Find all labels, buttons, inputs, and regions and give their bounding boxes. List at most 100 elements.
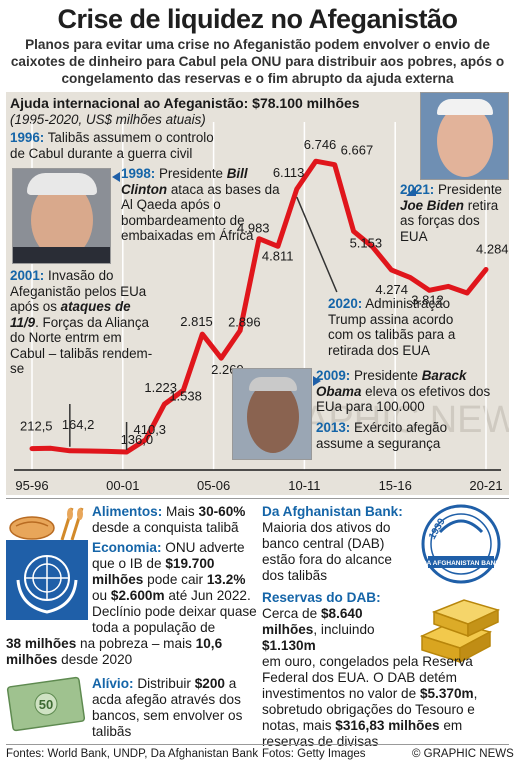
bread-wheat-icon — [6, 504, 88, 542]
footer-sources: Fontes: World Bank, UNDP, Da Afghanistan… — [6, 748, 259, 760]
x-tick-label: 00-01 — [106, 478, 139, 493]
annotation-2001-post: . Forças da Aliança do Norte entrm em Ca… — [10, 314, 153, 377]
point-label: 4.284 — [476, 242, 509, 257]
point-label: 6.746 — [304, 137, 337, 152]
x-tick-label: 15-16 — [379, 478, 412, 493]
panel-alimentos: Alimentos: Mais 30-60% desde a conquista… — [92, 504, 258, 536]
point-label: 212,5 — [20, 419, 53, 434]
point-label: 164,2 — [62, 417, 95, 432]
alivio-text-2: a acda afegão através dos bancos, sem en… — [92, 676, 243, 739]
economia-text-1: ONU adverte que o IB de — [92, 540, 245, 571]
point-label: 136,0 — [121, 432, 154, 447]
annotation-2013: 2013: Exército afegão assume a segurança — [316, 420, 496, 451]
gold-bars-icon — [412, 592, 509, 676]
economia-text-6: desde 2020 — [61, 652, 133, 667]
annotation-1998: 1998: Presidente Bill Clinton ataca as b… — [121, 166, 291, 244]
chart-subtitle: (1995-2020, US$ milhões atuais) — [10, 112, 206, 127]
x-tick-label: 95-96 — [15, 478, 48, 493]
annotation-1996: 1996: Talibãs assumem o controlo de Cabu… — [10, 130, 230, 161]
annotation-2013-year: 2013: — [316, 420, 351, 435]
economia-bold-1: $19.700 milhões — [92, 556, 215, 587]
annotation-1998-name: Bill Clinton — [121, 166, 248, 197]
reservas-text-2: , incluindo — [313, 622, 375, 637]
economia-text-2: pode cair — [147, 572, 204, 587]
economia-heading: Economia: — [92, 540, 162, 555]
point-label: 6.667 — [341, 143, 374, 158]
annotation-2009-year: 2009: — [316, 368, 351, 383]
point-label: 1.538 — [169, 388, 202, 403]
alivio-heading: Alívio: — [92, 676, 134, 691]
x-ticks: 95-96 00-01 05-06 10-11 15-16 20-21 — [15, 478, 502, 493]
x-tick-label: 10-11 — [288, 478, 320, 493]
seal-text: DA AFGHANISTAN BANK — [422, 560, 500, 567]
reservas-text-3: em ouro, congelados pela Reserva Federal… — [262, 654, 473, 701]
annotation-2009-pre: Presidente — [353, 368, 419, 383]
series-line — [29, 158, 489, 455]
chart-panel: Ajuda internacional ao Afeganistão: $78.… — [6, 92, 509, 495]
economia-bold-2: 13.2% — [206, 572, 246, 587]
economia-text-3: ou — [92, 588, 108, 603]
economia-bold-3: $2.600m — [110, 588, 165, 603]
annotation-2001-italic: ataques de 11/9 — [10, 299, 131, 330]
point-label: 6.113 — [273, 165, 305, 180]
x-tick-label: 05-06 — [197, 478, 230, 493]
annotation-leaders — [69, 196, 338, 451]
annotation-2009: 2009: Presidente Barack Obama eleva os e… — [316, 368, 496, 415]
point-labels: 212,5 164,2136,0410,31.2231.5382.8152.269… — [20, 137, 509, 447]
annotation-2001-pre: Invasão do Afeganistão pelos EUa após os — [10, 268, 147, 314]
economia-bold-5: 10,6 milhões — [6, 636, 223, 667]
reservas-bold-2: $1.130m — [262, 638, 316, 653]
panel-economia-cont: 38 milhões na pobreza – mais 10,6 milhõe… — [6, 636, 260, 668]
point-label: 4.983 — [237, 221, 270, 236]
annotation-2001-year: 2001: — [10, 268, 45, 283]
panel-dab: Da Afghanistan Bank: Maioria dos ativos … — [262, 504, 412, 584]
annotation-1996-text: Talibãs assumem o controlo de Cabul dura… — [10, 130, 214, 161]
annotation-2021-year: 2021: — [400, 182, 435, 197]
annotation-2020: 2020: Administração Trump assina acordo … — [328, 296, 478, 358]
reservas-bold-3: $5.370m — [419, 686, 474, 701]
footer-credit: © GRAPHIC NEWS — [412, 748, 514, 760]
alivio-bold: $200 — [194, 676, 225, 691]
annotation-2020-year: 2020: — [328, 296, 363, 311]
point-label: 2.896 — [228, 315, 261, 330]
panel-reservas-cont: em ouro, congelados pela Reserva Federal… — [262, 654, 510, 750]
alimentos-text-2: desde a conquista talibã — [92, 520, 239, 535]
annotation-2021-name: Joe Biden — [400, 197, 464, 213]
obama-pointer — [313, 374, 321, 390]
dab-heading: Da Afghanistan Bank: — [262, 504, 403, 519]
panel-alivio: Alívio: Distribuir $200 a acda afegão at… — [92, 676, 260, 740]
economia-text-5: na pobreza – mais — [80, 636, 192, 651]
alimentos-bold: 30-60% — [198, 504, 246, 519]
alimentos-text-1: Mais — [166, 504, 195, 519]
barack-obama-photo — [232, 368, 312, 460]
annotation-1998-pre: Presidente — [158, 166, 224, 181]
biden-pointer — [406, 184, 416, 200]
reservas-text-1: Cerca de — [262, 606, 318, 621]
chart-title: Ajuda internacional ao Afeganistão: $78.… — [10, 95, 360, 111]
economia-text-4: até Jun 2022. Declínio pode deixar quase… — [92, 588, 257, 635]
annotation-1998-text: ataca as bases da Al Qaeda após o bombar… — [121, 181, 280, 244]
banknote-value: 50 — [39, 697, 53, 712]
annotation-2001: 2001: Invasão do Afeganistão pelos EUa a… — [10, 268, 155, 377]
point-label: 1.223 — [144, 380, 177, 395]
da-afghanistan-bank-seal-icon: 1939 DA AFGHANISTAN BANK — [414, 502, 509, 586]
footer-photos: Fotos: Getty Images — [262, 748, 366, 760]
banknote-icon: 50 — [6, 674, 86, 734]
annotation-2009-post: eleva os efetivos dos EUa para 100.000 — [316, 383, 491, 415]
reservas-text-5: em reservas de divisas — [262, 718, 463, 749]
annotation-1996-year: 1996: — [10, 130, 45, 145]
clinton-pointer — [112, 170, 120, 182]
page-title: Crise de liquidez no Afeganistão — [57, 4, 458, 34]
panel-reservas: Reservas do DAB: Cerca de $8.640 milhões… — [262, 590, 412, 654]
point-label: 410,3 — [134, 422, 167, 437]
aid-line-chart: GRAPHIC NEWS 212,5164,2136,0410,31.2231.… — [14, 122, 509, 493]
annotation-2021-post: retira as forças dos EUA — [400, 197, 499, 244]
point-label: 4.811 — [262, 248, 294, 263]
point-label: 4.274 — [375, 282, 408, 297]
annotation-2021: 2021: Presidente Joe Biden retira as for… — [400, 182, 508, 244]
reservas-heading: Reservas do DAB: — [262, 590, 381, 605]
alivio-text-1: Distribuir — [137, 676, 191, 691]
dab-text: Maioria dos ativos do banco central (DAB… — [262, 520, 392, 583]
x-tick-label: 20-21 — [469, 478, 502, 493]
point-label: 2.815 — [180, 314, 213, 329]
